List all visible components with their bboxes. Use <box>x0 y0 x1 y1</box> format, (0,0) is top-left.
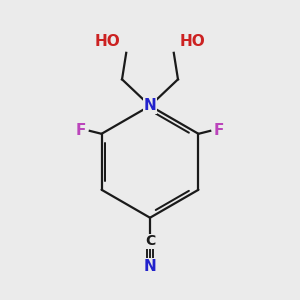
Text: F: F <box>214 123 224 138</box>
Text: F: F <box>76 123 86 138</box>
Text: HO: HO <box>94 34 120 49</box>
Text: N: N <box>144 259 156 274</box>
Text: N: N <box>144 98 156 113</box>
Text: HO: HO <box>180 34 206 49</box>
Text: C: C <box>145 234 155 248</box>
